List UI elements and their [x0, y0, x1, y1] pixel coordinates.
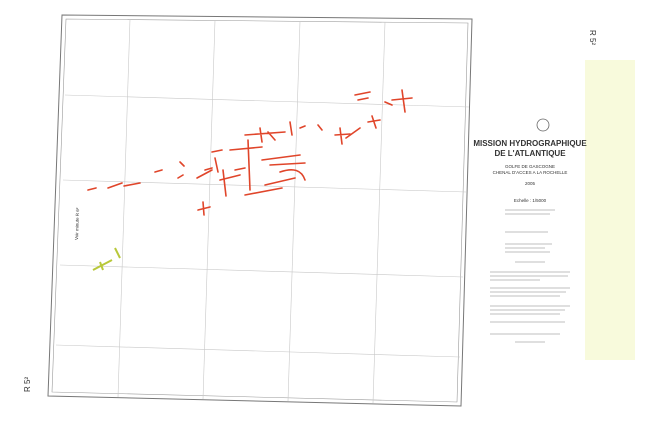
track — [345, 115, 381, 139]
track — [204, 139, 263, 191]
title-line: MISSION HYDROGRAPHIQUE — [473, 139, 587, 148]
sheet-label-bottom: R 5² — [23, 377, 32, 392]
watermark — [585, 60, 635, 360]
grid-line — [117, 18, 131, 398]
fine-print — [490, 209, 570, 343]
scale: Echelle : 1/5000 — [514, 198, 547, 203]
map-inner-frame — [51, 18, 469, 403]
grid-line — [64, 94, 470, 108]
track — [354, 89, 413, 113]
sheet-label-top: R 5² — [588, 30, 597, 45]
grid-line — [202, 19, 216, 400]
grid-line — [55, 344, 461, 358]
year: 2005 — [525, 181, 536, 186]
track — [87, 161, 185, 191]
emblem — [536, 118, 550, 132]
grid-line — [59, 264, 464, 278]
region: GOLFE DE GASCOGNE — [505, 164, 555, 169]
grid-line — [287, 20, 301, 402]
track — [197, 201, 211, 216]
survey-track-other — [92, 247, 121, 271]
side-note: Voir minute R 6² — [74, 207, 80, 240]
track — [244, 154, 306, 196]
track — [196, 167, 246, 197]
channel: CHENAL D'ACCES A LA ROCHELLE — [493, 170, 568, 175]
grid-line — [62, 179, 467, 193]
survey-tracks — [87, 89, 413, 216]
grid-line — [372, 21, 386, 404]
title-line: DE L'ATLANTIQUE — [494, 149, 566, 158]
grid — [55, 18, 470, 404]
track — [244, 121, 351, 145]
map-frame — [47, 14, 473, 407]
